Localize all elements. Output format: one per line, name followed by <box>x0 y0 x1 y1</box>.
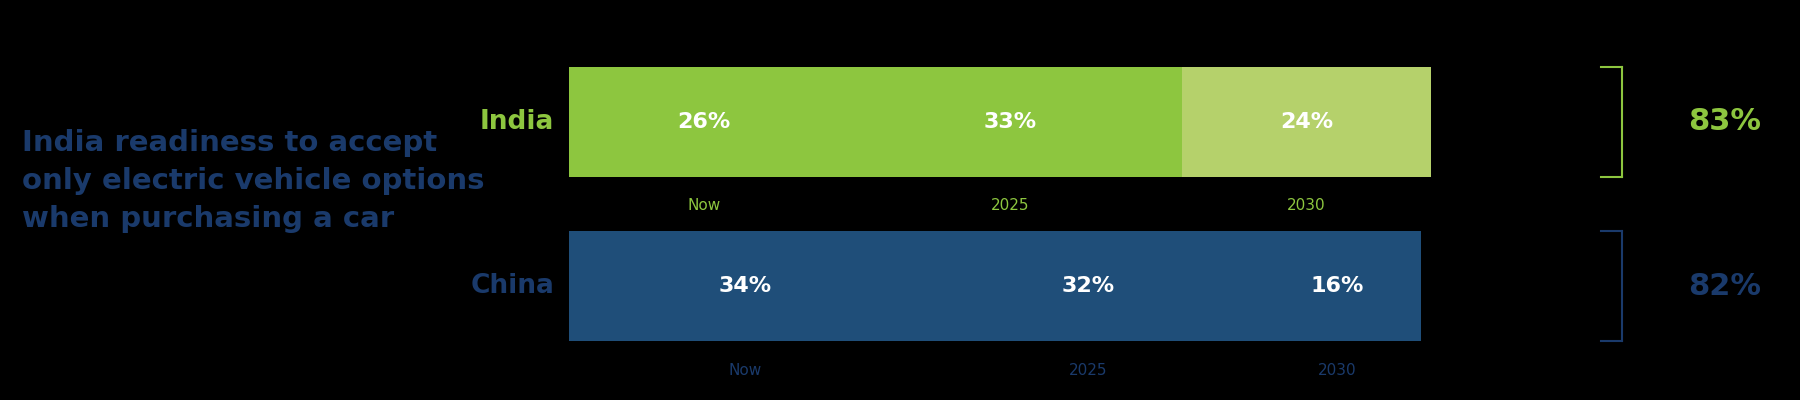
FancyBboxPatch shape <box>839 67 1181 176</box>
Text: Now: Now <box>688 198 720 213</box>
Text: 2025: 2025 <box>992 198 1030 213</box>
Text: 34%: 34% <box>718 276 772 296</box>
Text: 33%: 33% <box>983 112 1037 132</box>
FancyBboxPatch shape <box>1181 67 1431 176</box>
Text: 2030: 2030 <box>1287 198 1325 213</box>
FancyBboxPatch shape <box>569 67 839 176</box>
FancyBboxPatch shape <box>922 231 1255 341</box>
Text: 2025: 2025 <box>1069 362 1107 378</box>
Text: 2030: 2030 <box>1318 362 1357 378</box>
Text: 26%: 26% <box>677 112 731 132</box>
Text: 82%: 82% <box>1688 272 1760 301</box>
Text: 16%: 16% <box>1310 276 1364 296</box>
Text: 83%: 83% <box>1688 107 1760 136</box>
FancyBboxPatch shape <box>1255 231 1420 341</box>
Text: India: India <box>481 109 554 135</box>
Text: India readiness to accept
only electric vehicle options
when purchasing a car: India readiness to accept only electric … <box>22 130 484 233</box>
Text: China: China <box>470 273 554 299</box>
Text: Now: Now <box>729 362 761 378</box>
FancyBboxPatch shape <box>569 231 922 341</box>
Text: 32%: 32% <box>1062 276 1114 296</box>
Text: 24%: 24% <box>1280 112 1334 132</box>
